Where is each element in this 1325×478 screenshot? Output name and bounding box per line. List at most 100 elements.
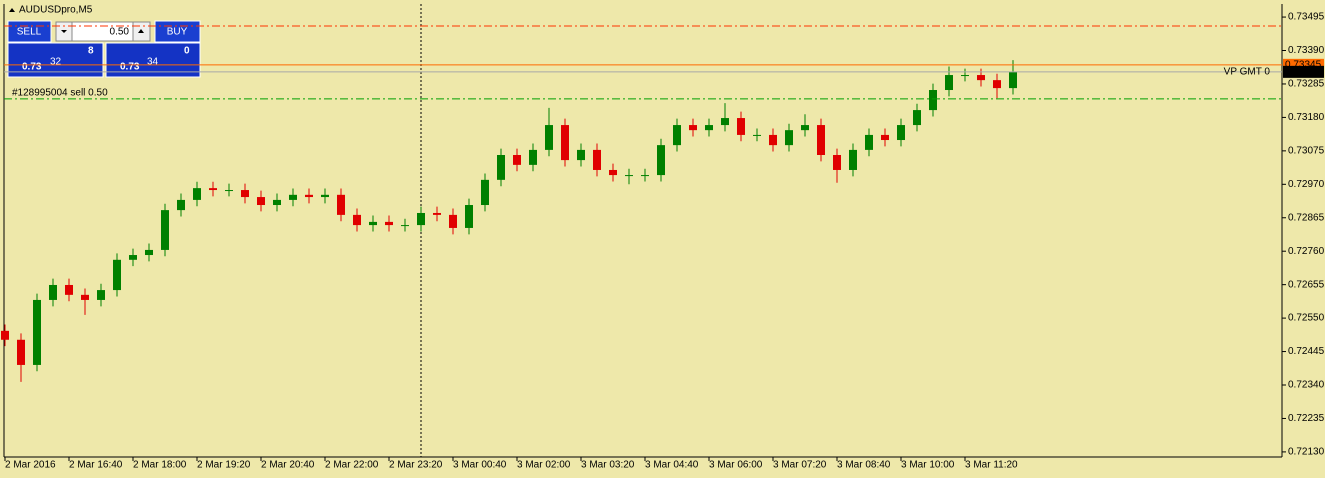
x-tick-label: 2 Mar 2016 [5, 460, 56, 471]
candle-body [481, 179, 489, 206]
candle-body [769, 134, 777, 146]
candle-body [705, 125, 713, 131]
candle-body [609, 169, 617, 176]
candle-body [337, 194, 345, 215]
sell-frac: 8 [88, 46, 94, 57]
candle-body [401, 225, 409, 227]
candle-body [737, 118, 745, 135]
candle-body [865, 134, 873, 150]
candle-body [449, 214, 457, 228]
candle-body [561, 125, 569, 161]
candle-body [385, 221, 393, 226]
line-note: VP GMT 0 [1224, 66, 1271, 77]
candle-body [673, 125, 681, 146]
candle-body [49, 284, 57, 300]
candle-body [145, 249, 153, 256]
candle-body [785, 130, 793, 146]
x-tick-label: 3 Mar 07:20 [773, 460, 827, 471]
candle-body [721, 118, 729, 126]
candle-body [353, 214, 361, 226]
candle-body [961, 75, 969, 77]
sell-big: 0.73 [22, 62, 42, 73]
candle-body [241, 190, 249, 198]
candle-body [305, 194, 313, 198]
candle-body [17, 339, 25, 365]
candle-body [33, 299, 41, 365]
y-tick-label: 0.72865 [1288, 212, 1325, 223]
price-label-box [1283, 65, 1324, 78]
candle-body [913, 110, 921, 126]
x-tick-label: 2 Mar 16:40 [69, 460, 123, 471]
candle-body [113, 259, 121, 291]
y-tick-label: 0.72655 [1288, 279, 1325, 290]
candle-body [849, 149, 857, 170]
candle-body [929, 90, 937, 111]
trade-panel: SELL 0.50 BUY 0.73 32 8 0.73 34 0 [7, 20, 201, 78]
buy-label: BUY [167, 27, 188, 38]
order-label: #128995004 sell 0.50 [12, 88, 108, 99]
x-tick-label: 2 Mar 22:00 [325, 460, 379, 471]
x-tick-label: 3 Mar 04:40 [645, 460, 699, 471]
price-label: 0.73345 [1285, 59, 1322, 70]
candle-body [321, 194, 329, 198]
y-tick-label: 0.73390 [1288, 45, 1325, 56]
candle-body [545, 125, 553, 150]
buy-big: 0.73 [120, 62, 140, 73]
symbol-title: AUDUSDpro,M5 [19, 5, 93, 16]
candle-body [433, 212, 441, 215]
candle-body [641, 175, 649, 177]
candle-body [945, 75, 953, 91]
candle-body [529, 149, 537, 165]
y-tick-label: 0.72340 [1288, 380, 1325, 391]
y-tick-label: 0.72130 [1288, 447, 1325, 458]
x-tick-label: 3 Mar 10:00 [901, 460, 955, 471]
candle-body [833, 155, 841, 170]
candle-body [97, 290, 105, 300]
candle-body [977, 75, 985, 81]
sell-quote[interactable] [7, 42, 104, 78]
x-tick-label: 2 Mar 18:00 [133, 460, 187, 471]
x-tick-label: 3 Mar 00:40 [453, 460, 507, 471]
candle-body [273, 199, 281, 206]
sell-label: SELL [17, 27, 42, 38]
dropdown-arrow [61, 30, 67, 33]
candle-body [129, 255, 137, 260]
sell-pips: 32 [50, 57, 62, 68]
y-tick-label: 0.72235 [1288, 413, 1325, 424]
collapse-arrow[interactable] [9, 8, 15, 12]
candle-body [1009, 71, 1017, 89]
candle-body [593, 149, 601, 170]
candle-body [897, 125, 905, 141]
candle-body [209, 188, 217, 191]
buy-frac: 0 [184, 46, 190, 57]
y-tick-label: 0.73075 [1288, 145, 1325, 156]
candle-body [225, 190, 233, 192]
y-tick-label: 0.72760 [1288, 246, 1325, 257]
candle-body [625, 175, 633, 177]
candle-body [657, 145, 665, 176]
candle-body [193, 188, 201, 200]
candle-body [497, 155, 505, 180]
x-tick-label: 2 Mar 19:20 [197, 460, 251, 471]
candle-body [881, 134, 889, 141]
y-tick-label: 0.73180 [1288, 112, 1325, 123]
candle-body [817, 125, 825, 155]
y-tick-label: 0.72970 [1288, 179, 1325, 190]
x-tick-label: 3 Mar 03:20 [581, 460, 635, 471]
spinner-arrow [138, 29, 144, 33]
price-label: 0.73323 [1285, 66, 1322, 77]
x-tick-label: 3 Mar 08:40 [837, 460, 891, 471]
candle-body [161, 210, 169, 250]
candles [1, 60, 1017, 382]
y-tick-label: 0.72445 [1288, 346, 1325, 357]
candle-body [257, 197, 265, 206]
y-tick-label: 0.73285 [1288, 79, 1325, 90]
candle-body [177, 199, 185, 211]
buy-quote[interactable] [105, 42, 201, 78]
x-tick-label: 2 Mar 23:20 [389, 460, 443, 471]
candle-body [289, 194, 297, 200]
candle-body [417, 212, 425, 226]
candle-body [1, 330, 9, 340]
